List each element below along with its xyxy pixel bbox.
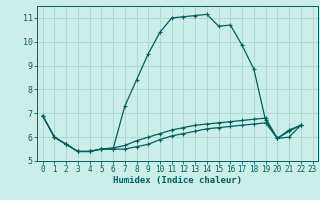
X-axis label: Humidex (Indice chaleur): Humidex (Indice chaleur) bbox=[113, 176, 242, 185]
